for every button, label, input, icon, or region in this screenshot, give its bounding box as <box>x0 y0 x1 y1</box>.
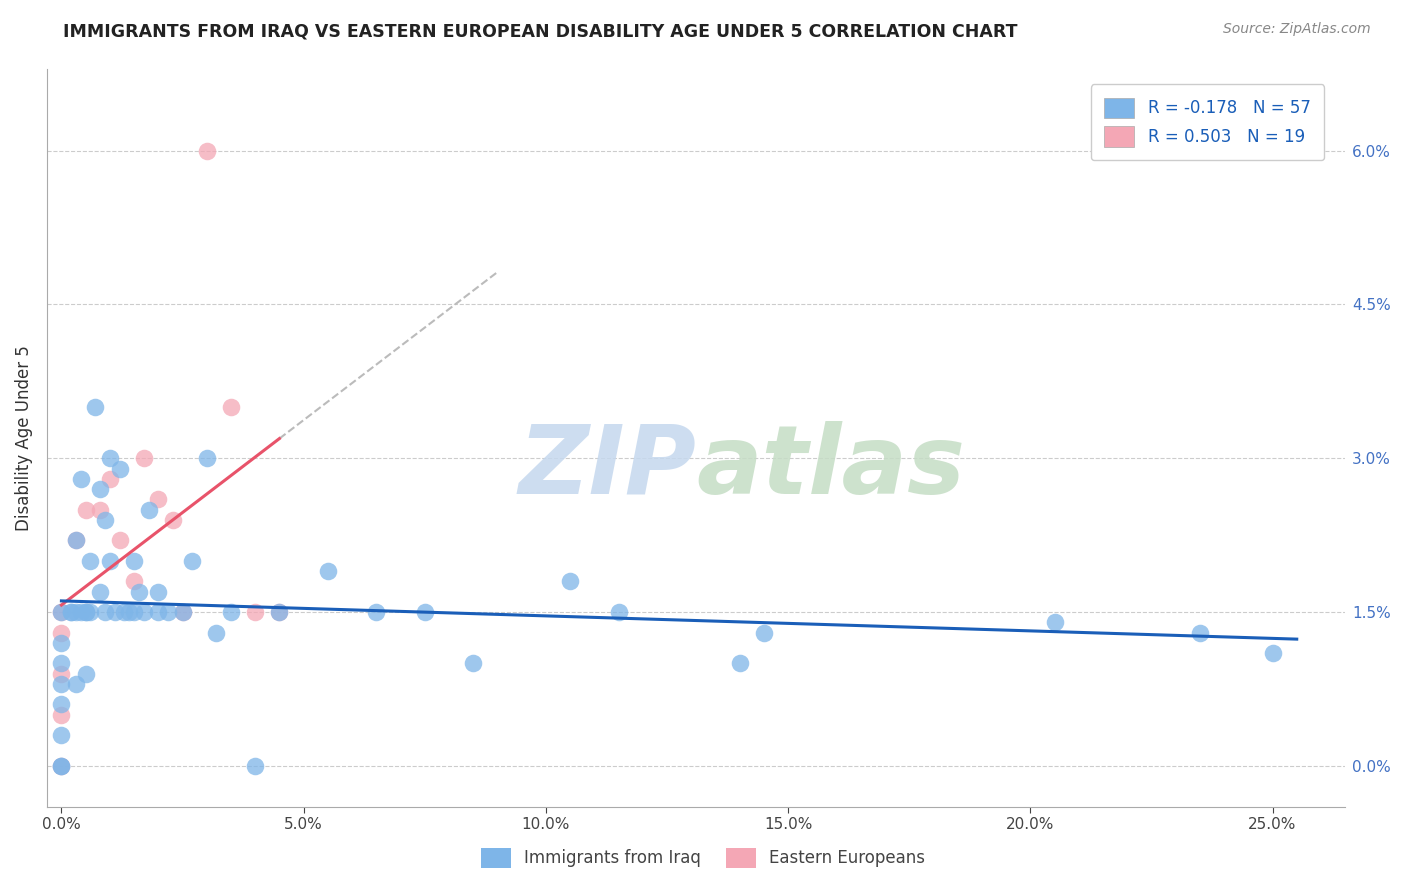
Point <box>84 400 107 414</box>
Point <box>148 605 170 619</box>
Point <box>269 605 291 619</box>
Point <box>75 666 97 681</box>
Point <box>181 554 204 568</box>
Legend: R = -0.178   N = 57, R = 0.503   N = 19: R = -0.178 N = 57, R = 0.503 N = 19 <box>1091 84 1324 160</box>
Point <box>51 677 73 691</box>
Legend: Immigrants from Iraq, Eastern Europeans: Immigrants from Iraq, Eastern Europeans <box>474 841 932 875</box>
Point <box>65 533 87 548</box>
Point <box>89 482 111 496</box>
Point <box>162 513 184 527</box>
Point <box>112 605 135 619</box>
Point <box>195 451 218 466</box>
Point <box>69 472 91 486</box>
Point <box>1188 625 1211 640</box>
Point <box>132 605 155 619</box>
Point <box>118 605 141 619</box>
Point <box>128 584 150 599</box>
Point <box>132 451 155 466</box>
Point <box>98 472 121 486</box>
Point <box>51 759 73 773</box>
Point <box>1043 615 1066 630</box>
Point <box>219 400 242 414</box>
Point <box>138 502 160 516</box>
Point <box>148 584 170 599</box>
Point <box>69 605 91 619</box>
Point <box>89 584 111 599</box>
Point <box>51 698 73 712</box>
Point <box>51 728 73 742</box>
Point <box>245 759 267 773</box>
Point <box>65 533 87 548</box>
Point <box>51 625 73 640</box>
Point <box>51 605 73 619</box>
Point <box>98 451 121 466</box>
Point <box>366 605 388 619</box>
Y-axis label: Disability Age Under 5: Disability Age Under 5 <box>15 345 32 531</box>
Point <box>172 605 194 619</box>
Point <box>79 554 101 568</box>
Point <box>219 605 242 619</box>
Point <box>205 625 228 640</box>
Point <box>607 605 630 619</box>
Point <box>752 625 775 640</box>
Text: IMMIGRANTS FROM IRAQ VS EASTERN EUROPEAN DISABILITY AGE UNDER 5 CORRELATION CHAR: IMMIGRANTS FROM IRAQ VS EASTERN EUROPEAN… <box>63 22 1018 40</box>
Point <box>108 533 131 548</box>
Point <box>89 502 111 516</box>
Point <box>51 636 73 650</box>
Point <box>148 492 170 507</box>
Point <box>1261 646 1284 660</box>
Point <box>104 605 127 619</box>
Point <box>75 605 97 619</box>
Point <box>463 657 485 671</box>
Point <box>316 564 339 578</box>
Point <box>98 554 121 568</box>
Point <box>94 605 117 619</box>
Point <box>60 605 83 619</box>
Point <box>51 605 73 619</box>
Point <box>245 605 267 619</box>
Point <box>728 657 751 671</box>
Point <box>558 574 581 589</box>
Point <box>51 707 73 722</box>
Point <box>413 605 436 619</box>
Point <box>51 666 73 681</box>
Point <box>122 574 145 589</box>
Point <box>269 605 291 619</box>
Point <box>60 605 83 619</box>
Point <box>79 605 101 619</box>
Point <box>195 144 218 158</box>
Text: ZIP: ZIP <box>519 421 696 514</box>
Point <box>51 759 73 773</box>
Point <box>65 605 87 619</box>
Point <box>108 461 131 475</box>
Point <box>94 513 117 527</box>
Point <box>75 605 97 619</box>
Point <box>75 502 97 516</box>
Point <box>172 605 194 619</box>
Point <box>122 605 145 619</box>
Text: atlas: atlas <box>696 421 965 514</box>
Point <box>156 605 179 619</box>
Point <box>122 554 145 568</box>
Point <box>65 677 87 691</box>
Text: Source: ZipAtlas.com: Source: ZipAtlas.com <box>1223 22 1371 37</box>
Point <box>51 759 73 773</box>
Point <box>51 657 73 671</box>
